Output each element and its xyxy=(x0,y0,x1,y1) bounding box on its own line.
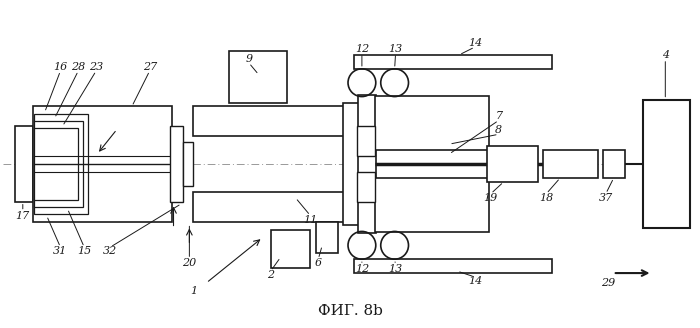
Bar xyxy=(15,126,33,202)
Text: 14: 14 xyxy=(468,276,482,286)
Bar xyxy=(543,150,598,178)
Bar xyxy=(316,221,338,253)
Text: 6: 6 xyxy=(315,258,322,268)
Text: 29: 29 xyxy=(601,278,615,288)
Text: 20: 20 xyxy=(182,258,197,268)
Text: 23: 23 xyxy=(89,62,104,72)
Bar xyxy=(374,95,489,150)
Text: 14: 14 xyxy=(468,38,482,48)
Text: 8: 8 xyxy=(495,125,503,135)
Bar xyxy=(343,103,359,225)
Bar xyxy=(603,150,624,178)
Bar xyxy=(486,146,538,182)
Bar xyxy=(357,126,374,156)
Bar xyxy=(34,128,78,200)
Text: 2: 2 xyxy=(267,270,274,280)
Text: 17: 17 xyxy=(15,211,30,220)
Text: 12: 12 xyxy=(355,44,369,54)
Text: 11: 11 xyxy=(303,215,318,225)
Bar xyxy=(193,107,347,136)
Text: 37: 37 xyxy=(598,193,613,203)
Bar xyxy=(169,126,183,202)
Bar xyxy=(358,94,376,234)
Bar xyxy=(354,55,552,69)
Text: ФИГ. 8b: ФИГ. 8b xyxy=(318,304,382,318)
Text: 18: 18 xyxy=(539,193,554,203)
Bar xyxy=(229,51,286,103)
Bar xyxy=(34,121,83,207)
Bar xyxy=(643,100,690,228)
Bar xyxy=(183,142,193,186)
Bar xyxy=(357,172,374,202)
Bar xyxy=(34,114,88,214)
Text: 12: 12 xyxy=(355,264,369,274)
Text: 13: 13 xyxy=(389,264,402,274)
Bar xyxy=(271,231,310,268)
Bar xyxy=(374,178,489,233)
Text: 19: 19 xyxy=(484,193,498,203)
Text: 4: 4 xyxy=(662,50,669,60)
Text: 31: 31 xyxy=(53,246,68,256)
Text: 1: 1 xyxy=(190,286,197,296)
Text: 28: 28 xyxy=(71,62,85,72)
Text: 15: 15 xyxy=(77,246,92,256)
Bar xyxy=(193,192,347,221)
Bar xyxy=(354,259,552,273)
Text: 16: 16 xyxy=(53,62,68,72)
Text: 7: 7 xyxy=(495,112,503,121)
Text: 27: 27 xyxy=(143,62,157,72)
Bar xyxy=(33,107,172,221)
Text: 13: 13 xyxy=(389,44,402,54)
Text: 9: 9 xyxy=(245,54,253,64)
Text: 32: 32 xyxy=(103,246,117,256)
